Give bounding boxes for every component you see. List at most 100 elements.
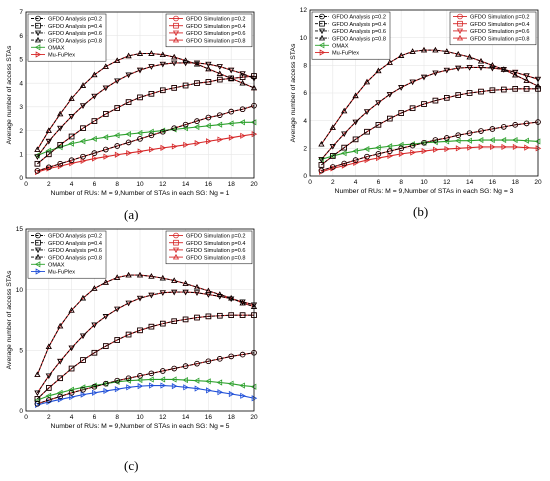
data-point	[490, 143, 496, 151]
data-point	[148, 292, 155, 299]
data-point	[102, 380, 109, 387]
data-point	[228, 108, 235, 115]
data-point	[523, 77, 530, 83]
data-point	[171, 318, 178, 325]
data-point	[34, 146, 41, 152]
data-point	[125, 131, 131, 138]
data-point	[227, 380, 234, 387]
data-point	[80, 357, 86, 363]
data-point	[57, 375, 63, 382]
data-point	[466, 65, 473, 71]
data-point	[68, 114, 75, 120]
data-point	[409, 142, 416, 149]
data-point	[466, 130, 473, 136]
data-point	[194, 118, 200, 124]
data-point	[239, 351, 246, 358]
legend-label: GFDO Simulation p=0.2	[186, 234, 246, 240]
data-point	[136, 67, 144, 74]
data-point	[216, 312, 223, 319]
series-gfdo-analysis-p-0-2	[34, 349, 257, 407]
data-point	[45, 343, 52, 350]
legend-marker	[35, 15, 41, 22]
y-tick-label: 0	[19, 175, 23, 182]
data-point	[114, 306, 121, 313]
data-point	[91, 118, 98, 124]
data-point	[113, 132, 120, 139]
data-point	[228, 294, 235, 301]
data-point	[500, 86, 507, 93]
data-point	[386, 143, 393, 150]
data-point	[410, 149, 416, 156]
legend-marker	[173, 232, 179, 239]
data-point	[125, 300, 132, 307]
data-point	[114, 377, 120, 384]
data-point	[205, 358, 212, 365]
data-point	[398, 85, 405, 91]
data-point	[45, 373, 52, 380]
data-point	[79, 384, 86, 391]
caption-a: (a)	[124, 207, 139, 222]
x-tick-label: 6	[93, 414, 97, 421]
legend-marker	[173, 239, 179, 246]
data-point	[160, 144, 167, 151]
data-point	[148, 50, 155, 56]
legend-label: GFDO Simulation p=0.2	[470, 15, 530, 21]
legend-marker	[34, 261, 41, 268]
legend-label: GFDO Analysis p=0.4	[332, 22, 386, 28]
legend-label: GFDO Analysis p=0.6	[48, 31, 102, 37]
data-point	[80, 157, 87, 165]
data-point	[398, 150, 405, 157]
data-point	[57, 160, 63, 167]
y-tick-label: 10	[300, 35, 308, 42]
legend-label: GFDO Simulation p=0.4	[186, 241, 246, 247]
legend-label: OMAX	[332, 44, 349, 50]
data-point	[171, 60, 178, 67]
data-point	[137, 327, 143, 334]
x-tick-label: 16	[205, 181, 213, 188]
legend-box	[311, 11, 391, 60]
data-point	[363, 145, 370, 153]
data-point	[159, 87, 166, 94]
data-point	[432, 46, 439, 53]
data-point	[57, 322, 64, 329]
data-point	[148, 323, 155, 330]
data-point	[34, 154, 41, 160]
data-point	[79, 294, 87, 301]
data-point	[137, 383, 144, 390]
data-point	[114, 143, 120, 149]
data-point	[159, 274, 166, 281]
data-point	[125, 139, 132, 146]
data-point	[421, 140, 427, 146]
data-point	[341, 160, 347, 167]
data-point	[409, 79, 416, 86]
data-point	[352, 92, 359, 99]
data-point	[239, 299, 246, 306]
series-gfdo-analysis-p-0-8	[318, 46, 542, 147]
data-point	[160, 368, 166, 374]
data-point	[477, 136, 484, 144]
data-point	[126, 150, 132, 157]
data-point	[455, 92, 462, 98]
series-line	[37, 53, 255, 150]
y-tick-label: 5	[19, 348, 23, 355]
x-tick-label: 12	[159, 414, 167, 421]
data-point	[478, 88, 484, 95]
data-point	[125, 331, 132, 338]
legend-marker	[172, 36, 180, 43]
y-tick-label: 7	[19, 9, 23, 16]
legend-marker	[318, 28, 326, 35]
y-tick-label: 2	[19, 128, 23, 135]
legend-label: GFDO Simulation p=0.4	[470, 22, 530, 28]
data-point	[512, 86, 519, 92]
data-point	[318, 157, 325, 163]
x-axis-label: Number of RUs: M = 9,Number of STAs in e…	[51, 190, 230, 197]
data-point	[91, 150, 98, 156]
data-point	[216, 64, 223, 70]
data-point	[239, 79, 246, 86]
legend-box	[165, 13, 253, 48]
data-point	[432, 70, 439, 77]
data-point	[182, 121, 189, 128]
data-point	[137, 373, 143, 379]
data-point	[398, 52, 405, 58]
data-point	[512, 71, 519, 78]
